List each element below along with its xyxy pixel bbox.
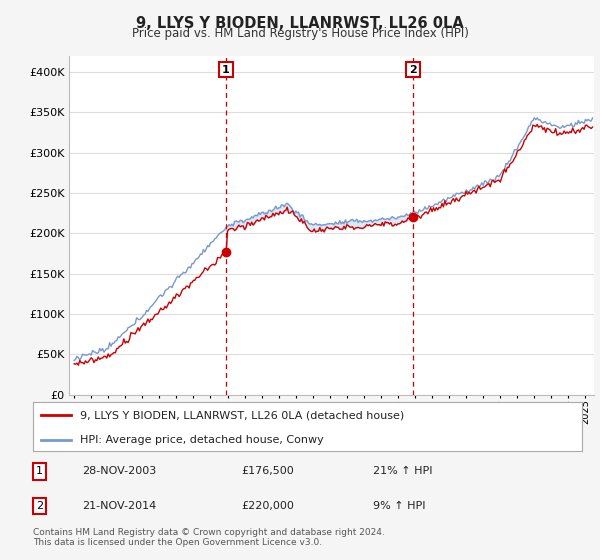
Text: 1: 1: [222, 64, 230, 74]
Text: 2: 2: [36, 501, 43, 511]
Text: Price paid vs. HM Land Registry's House Price Index (HPI): Price paid vs. HM Land Registry's House …: [131, 27, 469, 40]
Text: Contains HM Land Registry data © Crown copyright and database right 2024.
This d: Contains HM Land Registry data © Crown c…: [33, 528, 385, 547]
Text: 9% ↑ HPI: 9% ↑ HPI: [373, 501, 426, 511]
Text: 21% ↑ HPI: 21% ↑ HPI: [373, 466, 433, 477]
Text: £176,500: £176,500: [242, 466, 295, 477]
Text: 1: 1: [36, 466, 43, 477]
Text: 28-NOV-2003: 28-NOV-2003: [82, 466, 157, 477]
Text: 9, LLYS Y BIODEN, LLANRWST, LL26 0LA (detached house): 9, LLYS Y BIODEN, LLANRWST, LL26 0LA (de…: [80, 410, 404, 421]
Text: 21-NOV-2014: 21-NOV-2014: [82, 501, 157, 511]
Text: HPI: Average price, detached house, Conwy: HPI: Average price, detached house, Conw…: [80, 435, 323, 445]
Text: £220,000: £220,000: [242, 501, 295, 511]
Text: 2: 2: [409, 64, 417, 74]
Text: 9, LLYS Y BIODEN, LLANRWST, LL26 0LA: 9, LLYS Y BIODEN, LLANRWST, LL26 0LA: [136, 16, 464, 31]
